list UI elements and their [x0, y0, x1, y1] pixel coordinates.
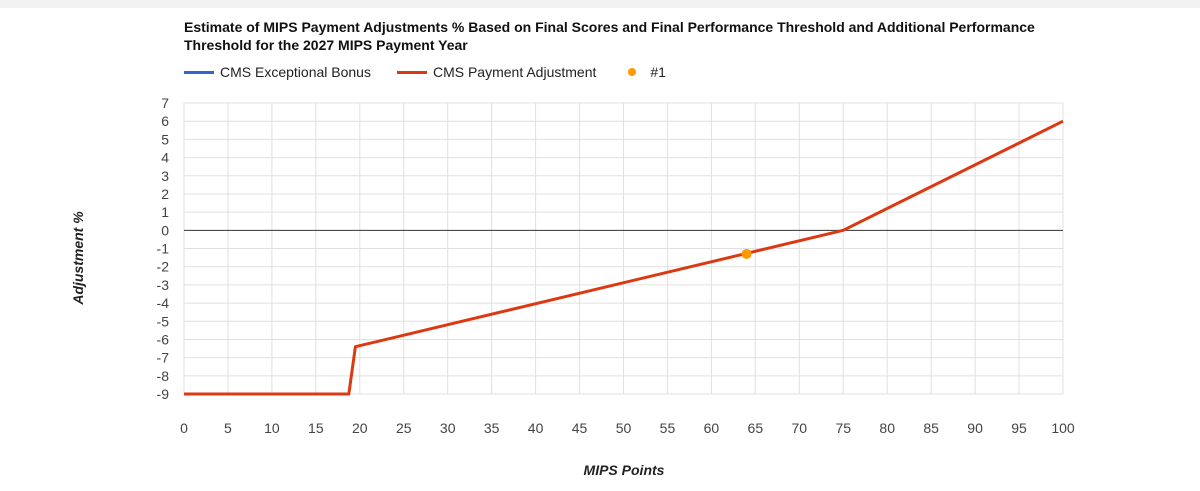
grid	[183, 102, 1064, 395]
legend-item-point-1[interactable]: #1	[622, 64, 666, 80]
x-tick-label: 65	[748, 420, 764, 436]
y-tick-label: 3	[161, 168, 169, 184]
legend-swatch-point-1	[628, 68, 637, 76]
y-tick-label: -3	[157, 277, 170, 293]
series-layer	[184, 119, 1064, 396]
legend-item-exceptional-bonus[interactable]: CMS Exceptional Bonus	[184, 64, 371, 80]
y-tick-label: -4	[157, 295, 170, 311]
legend-swatch-exceptional-bonus	[184, 70, 214, 74]
legend-label-point-1: #1	[650, 64, 666, 80]
x-tick-label: 85	[923, 420, 939, 436]
series-line-payment-adjustment	[184, 119, 1064, 396]
y-tick-label: -6	[157, 331, 170, 347]
y-tick-label: -7	[157, 350, 170, 366]
y-tick-label: 0	[161, 222, 169, 238]
y-tick-labels: 7 6 5 4 3 2 1 0 -1 -2 -3 -4 -5 -6 -7 -8 -9	[157, 95, 170, 402]
y-tick-label: -9	[157, 386, 170, 402]
y-tick-label: 4	[161, 150, 169, 166]
x-tick-label: 100	[1051, 420, 1075, 436]
x-tick-label: 10	[264, 420, 280, 436]
x-tick-label: 60	[704, 420, 720, 436]
x-tick-label: 0	[180, 420, 188, 436]
legend-label-exceptional-bonus: CMS Exceptional Bonus	[220, 64, 371, 80]
legend-item-payment-adjustment[interactable]: CMS Payment Adjustment	[396, 64, 597, 80]
x-tick-label: 30	[440, 420, 456, 436]
x-tick-label: 25	[396, 420, 412, 436]
x-tick-labels: 0 5 10 15 20 25 30 35 40 45 50 55 60 65 70 75 80 85 90 95 10…	[180, 420, 1075, 436]
y-tick-label: -8	[157, 368, 170, 384]
y-tick-label: 1	[161, 204, 169, 220]
chart-card	[0, 8, 1200, 491]
data-point-1	[741, 248, 752, 259]
legend-label-payment-adjustment: CMS Payment Adjustment	[432, 64, 597, 80]
x-axis-title: MIPS Points	[583, 462, 665, 478]
x-tick-label: 75	[835, 420, 851, 436]
x-tick-label: 55	[660, 420, 676, 436]
chart-title: Estimate of MIPS Payment Adjustments % B…	[184, 19, 1035, 53]
y-tick-label: -2	[157, 259, 170, 275]
x-tick-label: 70	[792, 420, 808, 436]
x-tick-label: 95	[1011, 420, 1027, 436]
y-tick-label: 7	[161, 95, 169, 111]
x-tick-label: 15	[308, 420, 324, 436]
legend-swatch-payment-adjustment	[396, 70, 427, 74]
y-tick-label: 5	[161, 131, 169, 147]
x-tick-label: 90	[967, 420, 983, 436]
x-tick-label: 40	[528, 420, 544, 436]
x-tick-label: 50	[616, 420, 632, 436]
y-tick-label: 6	[161, 113, 169, 129]
y-tick-label: 2	[161, 186, 169, 202]
x-tick-label: 45	[572, 420, 588, 436]
x-tick-label: 80	[879, 420, 895, 436]
legend: CMS Exceptional Bonus CMS Payment Adjust…	[184, 63, 692, 81]
x-tick-label: 35	[484, 420, 500, 436]
y-tick-label: -5	[157, 313, 170, 329]
x-tick-label: 5	[224, 420, 232, 436]
x-tick-label: 20	[352, 420, 368, 436]
y-tick-label: -1	[157, 241, 170, 257]
